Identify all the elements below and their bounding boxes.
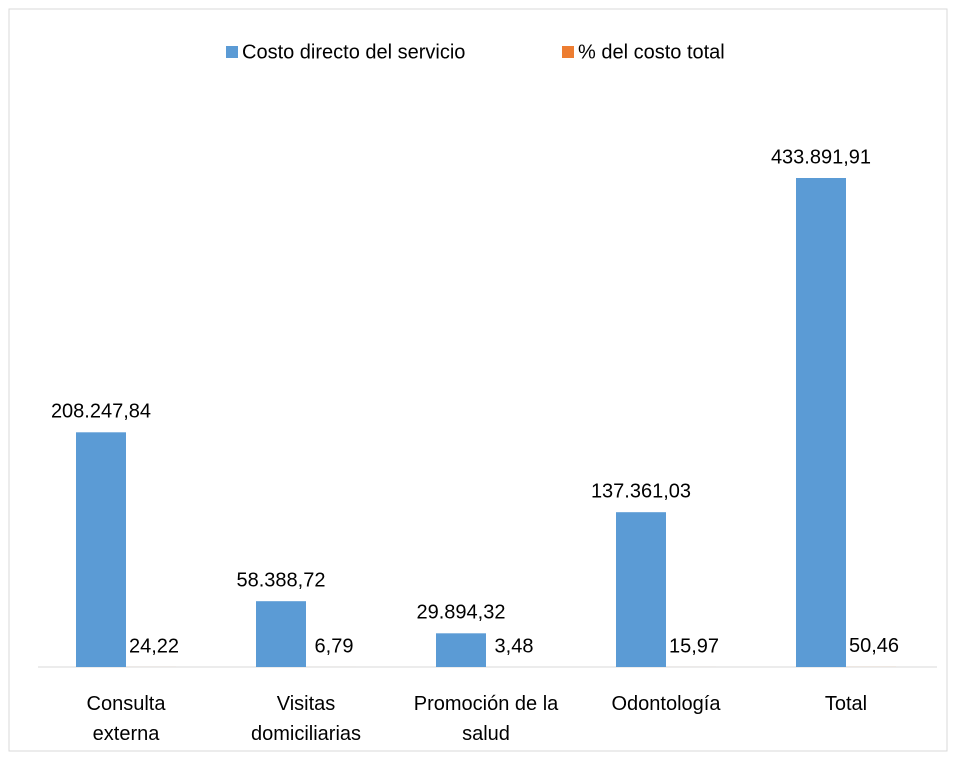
data-label: 3,48 xyxy=(495,635,534,657)
x-tick-label: Consulta externa xyxy=(86,693,166,745)
legend-swatch xyxy=(226,46,238,58)
x-tick-label: Promoción de la salud xyxy=(413,693,559,745)
x-tick-label: Total xyxy=(824,693,868,715)
bar xyxy=(76,432,126,667)
x-tick-label: Odontología xyxy=(611,693,721,715)
legend-label: Costo directo del servicio xyxy=(242,41,465,63)
data-label: 24,22 xyxy=(129,635,179,657)
data-label: 50,46 xyxy=(849,635,899,657)
data-label: 137.361,03 xyxy=(591,480,691,502)
bar xyxy=(796,178,846,667)
data-label: 208.247,84 xyxy=(51,401,151,423)
bar xyxy=(256,601,306,667)
bar xyxy=(616,512,666,667)
data-label: 58.388,72 xyxy=(237,569,326,591)
legend-label: % del costo total xyxy=(578,41,725,63)
data-label: 6,79 xyxy=(315,635,354,657)
legend-swatch xyxy=(562,46,574,58)
x-tick-label: Visitas domiciliarias xyxy=(250,693,362,745)
data-label: 29.894,32 xyxy=(417,602,506,624)
data-label: 15,97 xyxy=(669,635,719,657)
bar xyxy=(436,633,486,667)
data-label: 433.891,91 xyxy=(771,146,871,168)
chart-border xyxy=(8,8,948,752)
